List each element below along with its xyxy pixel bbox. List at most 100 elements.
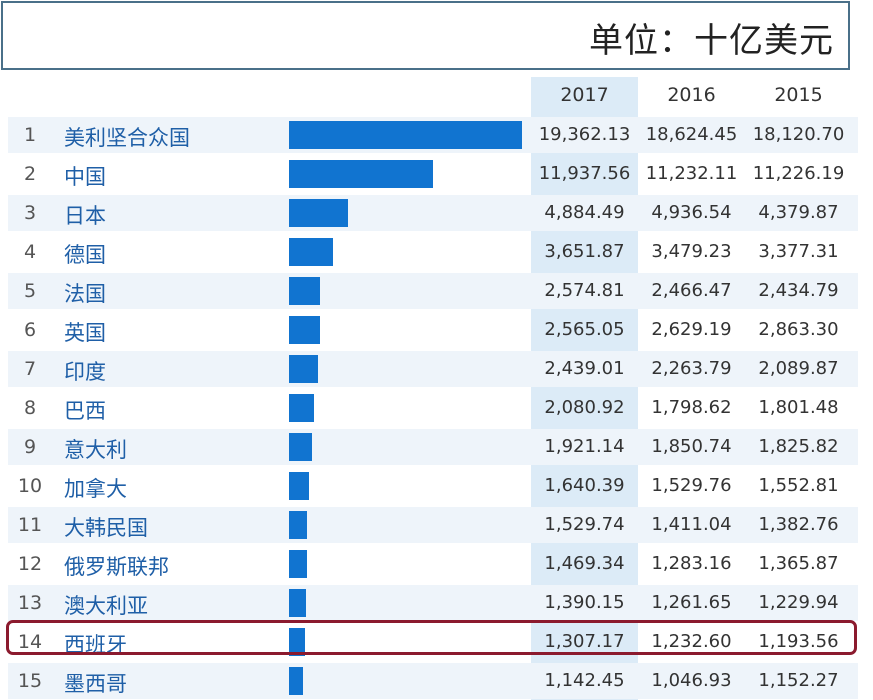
bar-2017	[289, 160, 433, 188]
value-2016: 2,263.79	[651, 358, 732, 379]
value-2017: 1,529.74	[544, 514, 625, 535]
value-2017: 1,921.14	[544, 436, 625, 457]
bar-2017	[289, 550, 307, 578]
country-name: 英国	[64, 321, 106, 345]
value-2017: 2,574.81	[544, 280, 625, 301]
bar-2017	[289, 238, 333, 266]
bar-2017	[289, 199, 348, 227]
value-2017: 2,565.05	[544, 319, 625, 340]
bar-2017	[289, 433, 312, 461]
value-2016: 1,283.16	[651, 553, 732, 574]
rank-cell: 15	[17, 670, 43, 692]
value-2015: 1,801.48	[758, 397, 839, 418]
table-row: 11 大韩民国 1,529.74 1,411.04 1,382.76	[8, 507, 858, 543]
table-row: 9 意大利 1,921.14 1,850.74 1,825.82	[8, 429, 858, 465]
unit-label: 单位：十亿美元	[589, 21, 834, 61]
rank-cell: 9	[23, 436, 37, 458]
value-2016: 1,411.04	[651, 514, 732, 535]
value-2017: 4,884.49	[544, 202, 625, 223]
rank-cell: 3	[23, 202, 37, 224]
table-row: 2 中国 11,937.56 11,232.11 11,226.19	[8, 156, 858, 192]
country-name: 意大利	[64, 438, 127, 462]
table-row: 4 德国 3,651.87 3,479.23 3,377.31	[8, 234, 858, 270]
value-2016: 1,261.65	[651, 592, 732, 613]
column-header-2015: 2015	[774, 84, 823, 106]
rank-cell: 8	[23, 397, 37, 419]
bar-2017	[289, 589, 306, 617]
bar-2017	[289, 316, 320, 344]
column-header-2017: 2017	[560, 84, 609, 106]
table-row: 7 印度 2,439.01 2,263.79 2,089.87	[8, 351, 858, 387]
value-2016: 2,466.47	[651, 280, 732, 301]
value-2015: 4,379.87	[758, 202, 839, 223]
value-2017: 11,937.56	[538, 163, 631, 184]
rank-cell: 4	[23, 241, 37, 263]
value-2015: 2,434.79	[758, 280, 839, 301]
bar-2017	[289, 628, 305, 656]
country-name: 澳大利亚	[64, 594, 148, 618]
unit-box: 单位：十亿美元	[1, 1, 850, 70]
value-2016: 18,624.45	[645, 124, 738, 145]
value-2015: 11,226.19	[752, 163, 845, 184]
country-name: 巴西	[64, 399, 106, 423]
value-2016: 1,529.76	[651, 475, 732, 496]
rank-cell: 7	[23, 358, 37, 380]
bar-2017	[289, 667, 303, 695]
bar-2017	[289, 121, 522, 149]
country-name: 美利坚合众国	[64, 126, 190, 150]
value-2017: 1,390.15	[544, 592, 625, 613]
value-2017: 3,651.87	[544, 241, 625, 262]
value-2017: 19,362.13	[538, 124, 631, 145]
country-name: 法国	[64, 282, 106, 306]
bar-2017	[289, 472, 309, 500]
value-2016: 3,479.23	[651, 241, 732, 262]
table-row: 3 日本 4,884.49 4,936.54 4,379.87	[8, 195, 858, 231]
value-2017: 1,469.34	[544, 553, 625, 574]
country-name: 日本	[64, 204, 106, 228]
rank-cell: 10	[17, 475, 43, 497]
table-row: 5 法国 2,574.81 2,466.47 2,434.79	[8, 273, 858, 309]
value-2015: 2,089.87	[758, 358, 839, 379]
bar-2017	[289, 355, 318, 383]
highlight-outline-row	[6, 620, 857, 655]
value-2016: 4,936.54	[651, 202, 732, 223]
rank-cell: 11	[17, 514, 43, 536]
table-row: 10 加拿大 1,640.39 1,529.76 1,552.81	[8, 468, 858, 504]
value-2015: 1,365.87	[758, 553, 839, 574]
rank-cell: 13	[17, 592, 43, 614]
value-2017: 2,080.92	[544, 397, 625, 418]
bar-2017	[289, 511, 307, 539]
country-name: 德国	[64, 243, 106, 267]
value-2015: 1,152.27	[758, 670, 839, 691]
rank-cell: 2	[23, 163, 37, 185]
rank-cell: 12	[17, 553, 43, 575]
value-2016: 1,232.60	[651, 631, 732, 652]
bar-2017	[289, 277, 320, 305]
country-name: 俄罗斯联邦	[64, 555, 169, 579]
value-2015: 18,120.70	[752, 124, 845, 145]
table-row: 6 英国 2,565.05 2,629.19 2,863.30	[8, 312, 858, 348]
rank-cell: 6	[23, 319, 37, 341]
value-2016: 2,629.19	[651, 319, 732, 340]
value-2015: 1,825.82	[758, 436, 839, 457]
country-name: 大韩民国	[64, 516, 148, 540]
bar-2017	[289, 394, 314, 422]
rank-cell: 14	[17, 631, 43, 653]
value-2015: 1,229.94	[758, 592, 839, 613]
value-2015: 1,193.56	[758, 631, 839, 652]
value-2016: 1,798.62	[651, 397, 732, 418]
rank-cell: 1	[23, 124, 37, 146]
column-header-2016: 2016	[667, 84, 716, 106]
country-name: 加拿大	[64, 477, 127, 501]
value-2017: 1,142.45	[544, 670, 625, 691]
value-2017: 1,640.39	[544, 475, 625, 496]
table-row: 8 巴西 2,080.92 1,798.62 1,801.48	[8, 390, 858, 426]
table-row: 13 澳大利亚 1,390.15 1,261.65 1,229.94	[8, 585, 858, 621]
rank-cell: 5	[23, 280, 37, 302]
value-2016: 11,232.11	[645, 163, 738, 184]
country-name: 中国	[64, 165, 106, 189]
table-row: 1 美利坚合众国 19,362.13 18,624.45 18,120.70	[8, 117, 858, 153]
value-2016: 1,850.74	[651, 436, 732, 457]
value-2015: 2,863.30	[758, 319, 839, 340]
value-2017: 1,307.17	[544, 631, 625, 652]
